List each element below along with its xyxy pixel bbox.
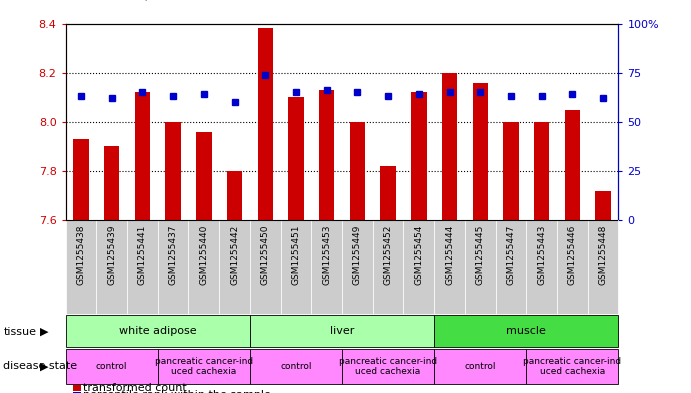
Text: tissue: tissue: [3, 327, 37, 337]
Bar: [135, 92, 150, 220]
Bar: [158, 220, 189, 314]
Bar: [588, 220, 618, 314]
Text: GSM1255451: GSM1255451: [292, 225, 301, 285]
Text: GSM1255454: GSM1255454: [415, 225, 424, 285]
Text: GSM1255440: GSM1255440: [199, 225, 209, 285]
Text: GSM1255452: GSM1255452: [384, 225, 392, 285]
Bar: [404, 220, 434, 314]
Text: GSM1255449: GSM1255449: [353, 225, 362, 285]
Text: control: control: [96, 362, 127, 371]
Text: percentile rank within the sample: percentile rank within the sample: [83, 390, 271, 393]
Text: GSM1255443: GSM1255443: [537, 225, 546, 285]
Text: white adipose: white adipose: [119, 326, 197, 336]
Text: liver: liver: [330, 326, 354, 336]
Bar: [534, 122, 549, 220]
Text: ▶: ▶: [40, 361, 48, 371]
Bar: [411, 92, 426, 220]
Bar: [250, 349, 342, 384]
Bar: [96, 220, 127, 314]
Bar: [196, 132, 211, 220]
Text: GSM1255444: GSM1255444: [445, 225, 454, 285]
Bar: [104, 146, 120, 220]
Bar: [434, 349, 527, 384]
Bar: [319, 90, 334, 220]
Bar: [66, 220, 96, 314]
Text: GSM1255441: GSM1255441: [138, 225, 147, 285]
Text: GDS4899 / 10559238: GDS4899 / 10559238: [79, 0, 223, 2]
Bar: [66, 349, 158, 384]
Bar: [281, 220, 312, 314]
Bar: [165, 122, 181, 220]
Text: disease state: disease state: [3, 361, 77, 371]
Text: pancreatic cancer-ind
uced cachexia: pancreatic cancer-ind uced cachexia: [339, 357, 437, 376]
Bar: [434, 315, 618, 347]
Bar: [557, 220, 588, 314]
Bar: [250, 220, 281, 314]
Bar: [127, 220, 158, 314]
Bar: [503, 122, 519, 220]
Text: pancreatic cancer-ind
uced cachexia: pancreatic cancer-ind uced cachexia: [523, 357, 621, 376]
Text: control: control: [464, 362, 496, 371]
Bar: [66, 315, 250, 347]
Bar: [434, 220, 465, 314]
Bar: [565, 110, 580, 220]
Text: GSM1255437: GSM1255437: [169, 225, 178, 285]
Bar: [350, 122, 365, 220]
Text: GSM1255450: GSM1255450: [261, 225, 269, 285]
Text: GSM1255439: GSM1255439: [107, 225, 116, 285]
Text: GSM1255445: GSM1255445: [475, 225, 485, 285]
Bar: [342, 220, 372, 314]
Bar: [465, 220, 495, 314]
Bar: [189, 220, 219, 314]
Text: GSM1255438: GSM1255438: [77, 225, 86, 285]
Bar: [312, 220, 342, 314]
Text: pancreatic cancer-ind
uced cachexia: pancreatic cancer-ind uced cachexia: [155, 357, 253, 376]
Bar: [342, 349, 434, 384]
Bar: [495, 220, 527, 314]
Text: GSM1255442: GSM1255442: [230, 225, 239, 285]
Bar: [288, 97, 303, 220]
Text: GSM1255448: GSM1255448: [598, 225, 607, 285]
Text: GSM1255453: GSM1255453: [322, 225, 331, 285]
Bar: [219, 220, 250, 314]
Bar: [596, 191, 611, 220]
Bar: [442, 73, 457, 220]
Text: muscle: muscle: [507, 326, 547, 336]
Bar: [381, 166, 396, 220]
Bar: [73, 139, 88, 220]
Bar: [527, 349, 618, 384]
Text: transformed count: transformed count: [83, 383, 187, 393]
Bar: [372, 220, 404, 314]
Bar: [473, 83, 488, 220]
Bar: [258, 28, 273, 220]
Bar: [158, 349, 250, 384]
Bar: [527, 220, 557, 314]
Bar: [250, 315, 434, 347]
Text: ▶: ▶: [40, 327, 48, 337]
Text: GSM1255446: GSM1255446: [568, 225, 577, 285]
Bar: [227, 171, 243, 220]
Text: GSM1255447: GSM1255447: [507, 225, 515, 285]
Text: control: control: [281, 362, 312, 371]
